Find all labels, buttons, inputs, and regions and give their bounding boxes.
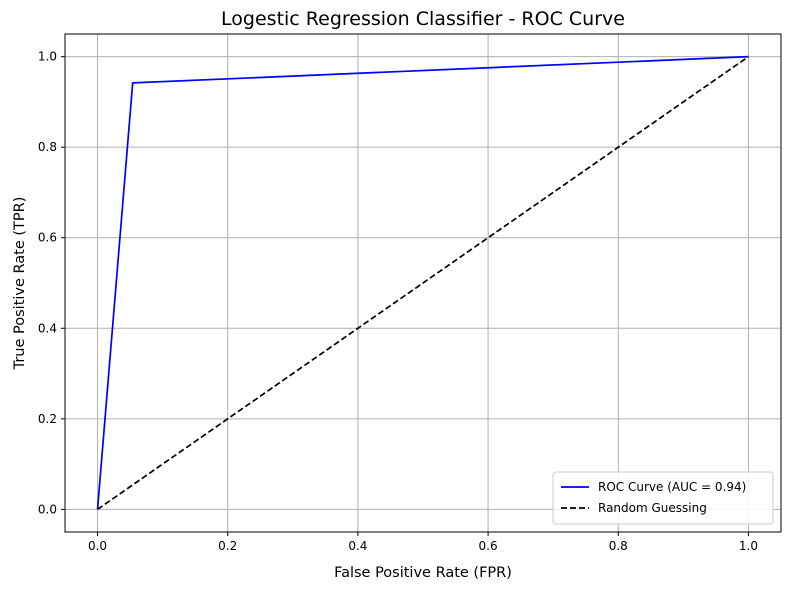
- x-tick-label-1: 0.2: [218, 539, 237, 553]
- y-axis-title: True Positive Rate (TPR): [12, 197, 28, 371]
- legend-label-0: ROC Curve (AUC = 0.94): [598, 480, 746, 494]
- y-tick-label-2: 0.4: [38, 321, 57, 335]
- y-tick-label-5: 1.0: [38, 50, 57, 64]
- y-tick-label-0: 0.0: [38, 502, 57, 516]
- x-tick-label-4: 0.8: [609, 539, 628, 553]
- y-tick-label-4: 0.8: [38, 140, 57, 154]
- x-tick-label-0: 0.0: [88, 539, 107, 553]
- axis-ticks: 0.0 0.2 0.4 0.6 0.8 1.0 0.0 0.2 0.4 0.6 0.8 1.0: [38, 50, 758, 553]
- plot-series: [96, 55, 749, 511]
- x-tick-label-2: 0.4: [348, 539, 367, 553]
- plot-frame: [64, 33, 782, 533]
- y-tick-label-3: 0.6: [38, 231, 57, 245]
- legend: ROC Curve (AUC = 0.94) Random Guessing: [552, 471, 774, 525]
- chart-title: Logestic Regression Classifier - ROC Cur…: [221, 8, 625, 30]
- series-line-1: [97, 55, 749, 511]
- y-tick-label-1: 0.2: [38, 412, 57, 426]
- legend-label-1: Random Guessing: [598, 501, 707, 515]
- grid: [65, 34, 781, 532]
- series-line-0: [96, 55, 749, 510]
- x-tick-label-3: 0.6: [479, 539, 498, 553]
- legend-box: [552, 471, 774, 525]
- x-tick-label-5: 1.0: [739, 539, 758, 553]
- x-axis-title: False Positive Rate (FPR): [334, 565, 512, 581]
